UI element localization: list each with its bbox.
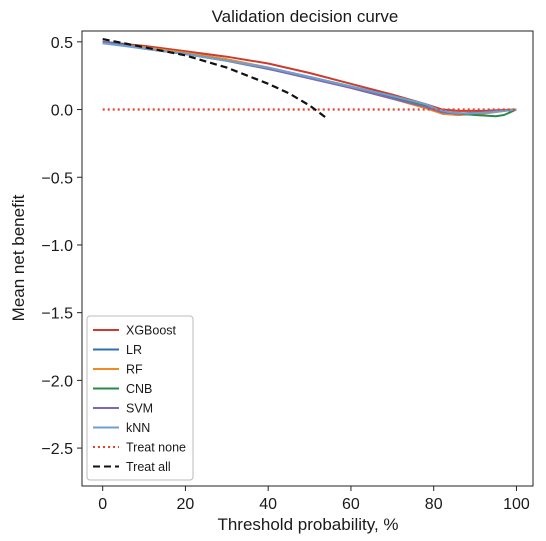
y-tick-label: −1.0 (41, 238, 73, 255)
plot-frame (81, 30, 534, 487)
legend-label: CNB (126, 382, 152, 396)
legend-label: RF (126, 363, 143, 377)
legend-box (86, 315, 194, 481)
y-tick-label: −2.0 (41, 373, 73, 390)
series-line-knn (102, 42, 517, 115)
legend-label: Treat none (126, 441, 186, 455)
x-tick-label: 60 (342, 496, 360, 513)
x-axis-label: Threshold probability, % (217, 515, 398, 534)
legend-label: kNN (126, 421, 150, 435)
series-line-treat-all (102, 38, 327, 119)
x-tick-label: 40 (259, 496, 277, 513)
x-tick-label: 20 (177, 496, 195, 513)
legend: XGBoost LR RF CNB SVM kNN Treat none Treat all (86, 315, 194, 481)
chart-title: Validation decision curve (212, 7, 399, 26)
legend-label: XGBoost (126, 324, 177, 338)
x-tick-label: 80 (425, 496, 443, 513)
x-tick-label: 0 (98, 496, 107, 513)
series-lines (102, 38, 517, 119)
x-axis-ticks: 0 20 40 60 80 100 (98, 486, 530, 513)
legend-label: LR (126, 343, 142, 357)
legend-label: SVM (126, 402, 153, 416)
series-line-xgboost (102, 40, 517, 112)
x-tick-label: 100 (503, 496, 530, 513)
y-axis-ticks: 0.5 0.0 −0.5 −1.0 −1.5 −2.0 −2.5 (41, 35, 82, 458)
legend-label: Treat all (126, 460, 171, 474)
y-tick-label: 0.0 (51, 103, 73, 120)
y-tick-label: −2.5 (41, 441, 73, 458)
y-tick-label: −1.5 (41, 306, 73, 323)
y-tick-label: 0.5 (51, 35, 73, 52)
y-tick-label: −0.5 (41, 170, 73, 187)
y-axis-label: Mean net benefit (9, 194, 28, 321)
